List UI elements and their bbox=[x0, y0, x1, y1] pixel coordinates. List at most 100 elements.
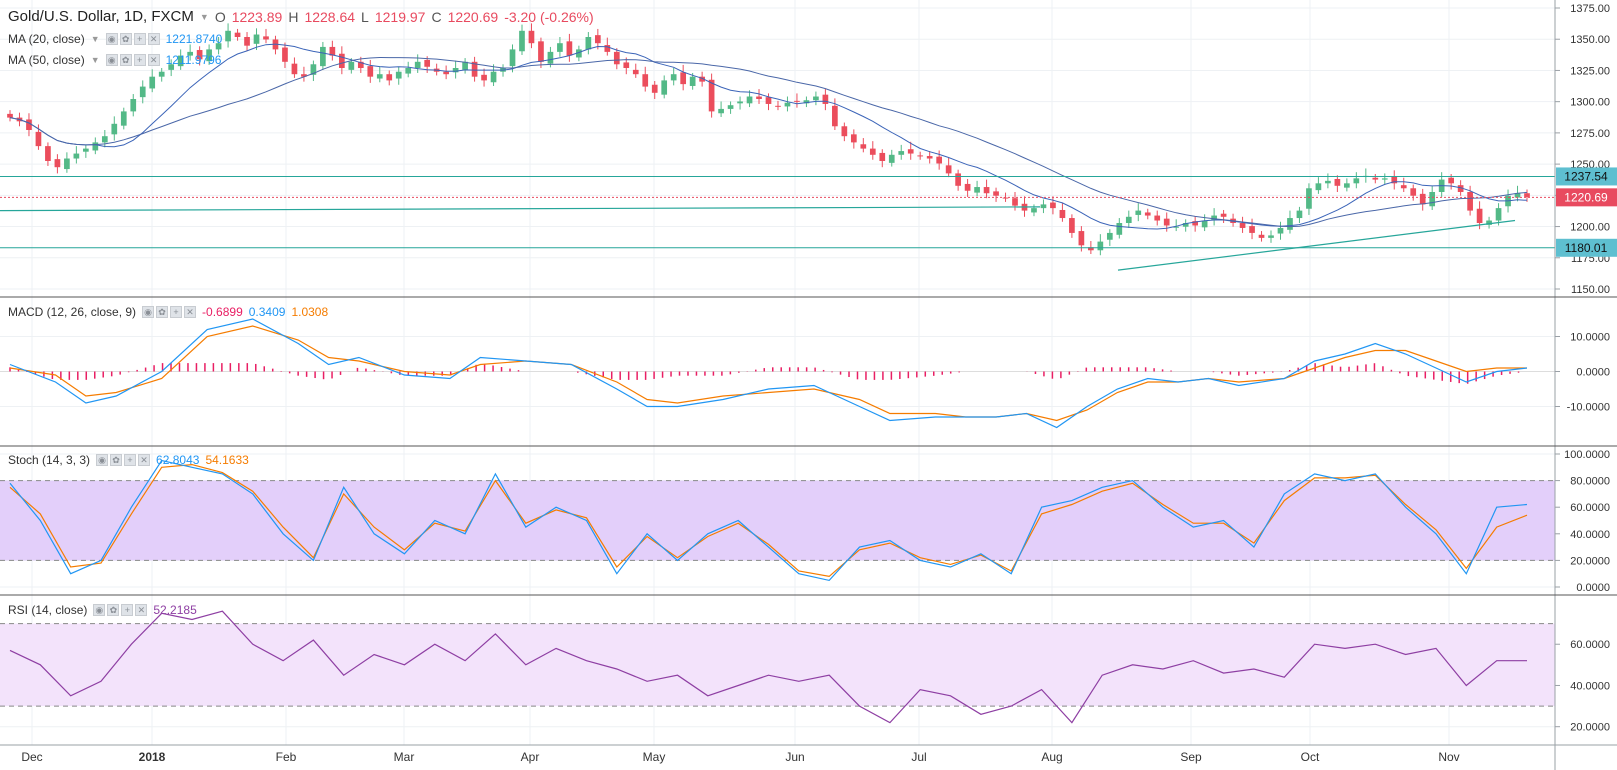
more-icon[interactable]: + bbox=[133, 54, 146, 66]
rsi-line bbox=[9, 610, 1527, 724]
y-tick-label: 0.0000 bbox=[1576, 582, 1610, 594]
more-icon[interactable]: + bbox=[124, 454, 137, 466]
gear-icon[interactable]: ✿ bbox=[119, 54, 132, 66]
candle-body bbox=[869, 148, 876, 155]
y-tick-label: 1275.00 bbox=[1570, 128, 1610, 140]
candle-body bbox=[1106, 232, 1113, 240]
candle-body bbox=[955, 173, 961, 186]
candle-body bbox=[158, 71, 165, 77]
candle-body bbox=[367, 66, 374, 77]
chevron-down-icon[interactable]: ▼ bbox=[199, 11, 209, 22]
candle-body bbox=[661, 80, 668, 95]
candle-body bbox=[1116, 223, 1123, 235]
candle-body bbox=[1467, 192, 1473, 211]
gear-icon[interactable]: ✿ bbox=[119, 33, 132, 45]
candle-body bbox=[1163, 218, 1170, 226]
candle-body bbox=[1059, 209, 1066, 219]
candle-body bbox=[291, 63, 298, 75]
chevron-down-icon[interactable]: ▼ bbox=[90, 55, 100, 65]
eye-icon[interactable]: ◉ bbox=[142, 306, 155, 318]
more-icon[interactable]: + bbox=[170, 306, 183, 318]
candle-body bbox=[149, 76, 156, 89]
candle-body bbox=[898, 151, 905, 155]
eye-icon[interactable]: ◉ bbox=[96, 454, 109, 466]
stoch-d-line bbox=[9, 463, 1528, 578]
candle-body bbox=[26, 119, 32, 130]
candle-body bbox=[680, 72, 687, 85]
candle-body bbox=[168, 64, 175, 70]
eye-icon[interactable]: ◉ bbox=[93, 604, 106, 616]
candle-body bbox=[462, 61, 468, 70]
candle-body bbox=[1400, 185, 1407, 189]
y-tick-label: 40.0000 bbox=[1570, 529, 1610, 541]
candle-body bbox=[746, 96, 753, 104]
candle-body bbox=[642, 74, 649, 87]
candle-body bbox=[832, 105, 838, 127]
candle-body bbox=[1524, 193, 1530, 197]
candle-body bbox=[1182, 223, 1189, 227]
candle-body bbox=[301, 74, 307, 77]
ma20-label[interactable]: MA (20, close) bbox=[8, 32, 85, 46]
eye-icon[interactable]: ◉ bbox=[105, 54, 118, 66]
level-tag-label: 1180.01 bbox=[1565, 241, 1608, 255]
chevron-down-icon[interactable]: ▼ bbox=[90, 34, 100, 44]
x-tick-label: Apr bbox=[521, 750, 540, 764]
candle-body bbox=[1239, 223, 1246, 228]
more-icon[interactable]: + bbox=[133, 33, 146, 45]
indicator-bands bbox=[0, 480, 1555, 707]
macd-label[interactable]: MACD (12, 26, close, 9) bbox=[8, 305, 137, 319]
candle-body bbox=[73, 153, 80, 159]
candle-body bbox=[945, 165, 952, 174]
candle-body bbox=[784, 102, 791, 107]
candle-body bbox=[1125, 216, 1132, 223]
rsi-label[interactable]: RSI (14, close) bbox=[8, 603, 88, 617]
candle-body bbox=[45, 146, 51, 161]
ma50-label[interactable]: MA (50, close) bbox=[8, 53, 85, 67]
gear-icon[interactable]: ✿ bbox=[107, 604, 120, 616]
y-tick-label: 20.0000 bbox=[1570, 555, 1610, 567]
candle-body bbox=[54, 159, 61, 168]
y-tick-label: 1325.00 bbox=[1570, 65, 1610, 77]
candle-body bbox=[1296, 210, 1303, 219]
ma50-value: 1211.9796 bbox=[165, 53, 222, 67]
candle-body bbox=[708, 79, 715, 112]
candle-body bbox=[917, 155, 924, 157]
candle-body bbox=[879, 152, 886, 161]
close-icon[interactable]: ✕ bbox=[184, 306, 197, 318]
stoch-k-line bbox=[9, 459, 1528, 582]
candle-body bbox=[1012, 198, 1018, 206]
candle-body bbox=[974, 187, 980, 193]
candle-body bbox=[1002, 197, 1009, 199]
candle-body bbox=[585, 37, 592, 50]
candle-body bbox=[1334, 178, 1341, 186]
stoch-label[interactable]: Stoch (14, 3, 3) bbox=[8, 453, 91, 467]
candle-body bbox=[1220, 213, 1227, 217]
candle-body bbox=[699, 76, 705, 82]
candle-body bbox=[282, 47, 288, 62]
candle-body bbox=[177, 55, 184, 67]
close-icon[interactable]: ✕ bbox=[147, 54, 160, 66]
change-value: -3.20 (-0.26%) bbox=[504, 8, 594, 25]
candle-body bbox=[623, 62, 630, 68]
gear-icon[interactable]: ✿ bbox=[110, 454, 123, 466]
candle-body bbox=[1476, 208, 1483, 223]
close-icon[interactable]: ✕ bbox=[135, 604, 148, 616]
candle-body bbox=[481, 74, 487, 81]
open-value: 1223.89 bbox=[231, 8, 283, 25]
candle-body bbox=[1315, 183, 1322, 191]
rsi-value: 52.2185 bbox=[153, 603, 197, 617]
gear-icon[interactable]: ✿ bbox=[156, 306, 169, 318]
eye-icon[interactable]: ◉ bbox=[105, 33, 118, 45]
close-icon[interactable]: ✕ bbox=[147, 33, 160, 45]
y-tick-label: 1200.00 bbox=[1570, 222, 1610, 234]
candle-body bbox=[509, 49, 516, 67]
close-icon[interactable]: ✕ bbox=[138, 454, 151, 466]
more-icon[interactable]: + bbox=[121, 604, 134, 616]
rsi-legend: RSI (14, close) ◉ ✿ + ✕ 52.2185 bbox=[8, 603, 197, 617]
last-price-tag bbox=[1556, 188, 1617, 207]
candle-body bbox=[765, 97, 772, 104]
symbol-title[interactable]: Gold/U.S. Dollar, 1D, FXCM bbox=[8, 8, 194, 25]
y-tick-label: 10.0000 bbox=[1570, 332, 1610, 344]
